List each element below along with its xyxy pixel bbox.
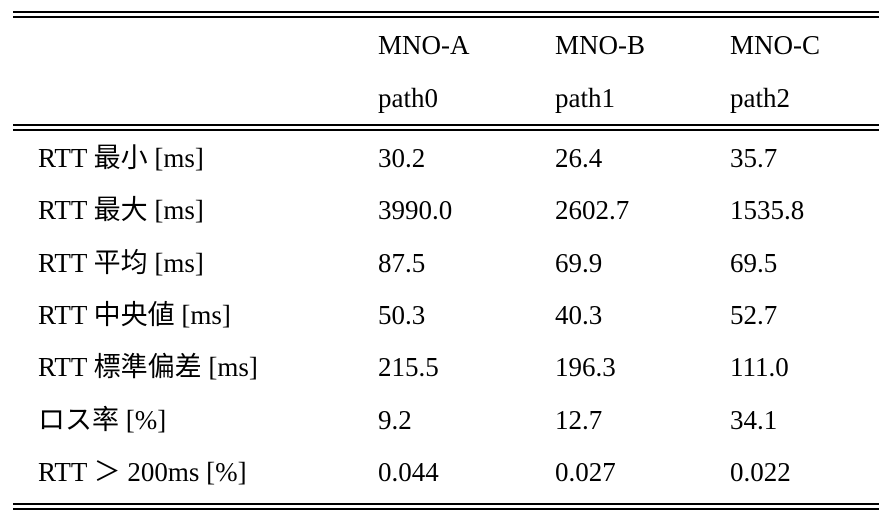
table-cell: 35.7	[730, 143, 778, 173]
top-rule	[13, 16, 879, 18]
column-header-operator: MNO-A	[378, 30, 470, 60]
table-cell: 0.022	[730, 456, 791, 487]
row-label: RTT ＞ 200ms [%]	[38, 456, 247, 487]
table-cell: 34.1	[730, 404, 778, 435]
column-header-path: path1	[555, 83, 615, 113]
row-label: RTT 標準偏差 [ms]	[38, 352, 258, 383]
column-header-path: path0	[378, 83, 438, 113]
table-cell: 50.3	[378, 299, 426, 330]
table-cell: 26.4	[555, 143, 603, 173]
top-rule	[13, 11, 879, 13]
column-header-path: path2	[730, 83, 790, 113]
bottom-rule	[13, 503, 879, 505]
table-cell: 0.044	[378, 456, 439, 487]
table-cell: 87.5	[378, 247, 426, 278]
table-cell: 40.3	[555, 299, 603, 330]
row-label: RTT 最大 [ms]	[38, 195, 204, 226]
row-label: ロス率 [%]	[38, 404, 167, 435]
header-rule	[13, 129, 879, 131]
table-cell: 215.5	[378, 352, 439, 383]
table-cell: 69.9	[555, 247, 603, 278]
column-header-operator: MNO-B	[555, 30, 646, 60]
table-cell: 0.027	[555, 456, 616, 487]
row-label: RTT 平均 [ms]	[38, 247, 204, 278]
table-cell: 69.5	[730, 247, 778, 278]
table-cell: 30.2	[378, 143, 426, 173]
table-cell: 12.7	[555, 404, 603, 435]
row-label: RTT 中央値 [ms]	[38, 299, 231, 330]
table-cell: 52.7	[730, 299, 778, 330]
table-cell: 3990.0	[378, 195, 453, 226]
table-cell: 111.0	[730, 352, 789, 383]
table-cell: 9.2	[378, 404, 412, 435]
header-rule	[13, 124, 879, 126]
table-cell: 196.3	[555, 352, 616, 383]
bottom-rule	[13, 508, 879, 510]
table-cell: 1535.8	[730, 195, 805, 226]
table-cell: 2602.7	[555, 195, 630, 226]
column-header-operator: MNO-C	[730, 30, 821, 60]
row-label: RTT 最小 [ms]	[38, 143, 204, 173]
